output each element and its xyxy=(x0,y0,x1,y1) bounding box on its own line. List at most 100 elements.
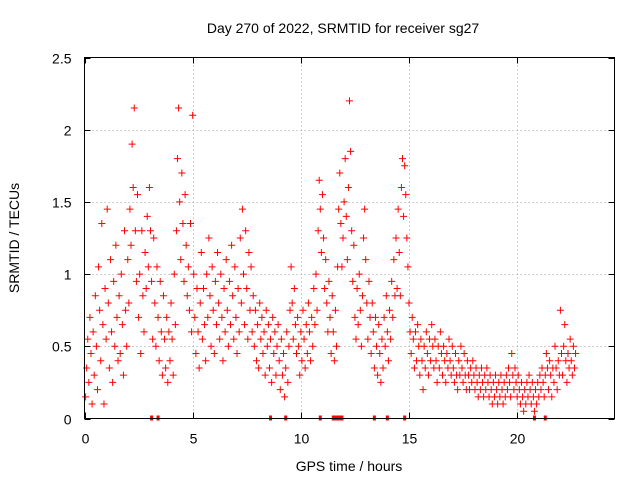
data-point xyxy=(364,335,372,343)
data-point xyxy=(505,364,512,372)
data-point xyxy=(356,306,364,314)
data-point xyxy=(278,371,286,379)
data-point xyxy=(271,328,279,336)
data-point xyxy=(141,248,149,256)
data-point xyxy=(96,306,104,314)
data-point xyxy=(552,364,560,372)
y-tick-label: 1.5 xyxy=(52,195,72,211)
data-point xyxy=(241,321,249,329)
data-point xyxy=(201,321,209,329)
data-point xyxy=(317,248,325,256)
data-point xyxy=(192,350,200,358)
data-point xyxy=(268,378,276,386)
data-point xyxy=(408,313,416,321)
data-point xyxy=(205,234,213,242)
data-point xyxy=(533,400,541,408)
data-point xyxy=(396,292,404,300)
data-point xyxy=(108,328,116,336)
data-point xyxy=(153,263,161,271)
data-point xyxy=(185,306,193,314)
data-point xyxy=(216,335,224,343)
data-point xyxy=(155,357,163,365)
data-point xyxy=(283,328,291,336)
data-point xyxy=(138,227,146,235)
data-point xyxy=(151,299,159,307)
data-point xyxy=(128,140,136,148)
data-point xyxy=(448,342,456,350)
data-point xyxy=(335,205,343,213)
data-point xyxy=(301,364,309,372)
data-point xyxy=(354,321,362,329)
data-point xyxy=(202,357,210,365)
data-point xyxy=(195,364,203,372)
data-point xyxy=(348,227,356,235)
data-point xyxy=(445,335,453,343)
data-point xyxy=(137,350,145,358)
data-point xyxy=(572,350,580,358)
data-point xyxy=(152,342,160,350)
data-point xyxy=(506,378,514,386)
x-axis-label: GPS time / hours xyxy=(296,458,403,474)
data-point xyxy=(499,400,507,408)
data-point xyxy=(432,357,440,365)
data-point xyxy=(252,357,260,365)
data-point xyxy=(211,277,219,285)
data-point xyxy=(312,270,320,278)
data-point xyxy=(180,277,188,285)
data-point xyxy=(349,277,357,285)
data-point xyxy=(255,364,263,372)
data-point xyxy=(428,321,436,329)
data-point xyxy=(150,234,158,242)
chart-title: Day 270 of 2022, SRMTID for receiver sg2… xyxy=(207,20,480,36)
data-point xyxy=(233,350,241,358)
data-point xyxy=(124,256,132,264)
data-point xyxy=(455,357,463,365)
data-point xyxy=(355,270,363,278)
data-point xyxy=(403,234,411,242)
data-point xyxy=(215,299,223,307)
data-point xyxy=(290,285,298,293)
data-point xyxy=(112,241,120,249)
data-point xyxy=(243,285,251,293)
data-point xyxy=(302,321,310,329)
plot-frame xyxy=(84,57,615,419)
y-tick-label: 2 xyxy=(64,123,72,139)
data-point xyxy=(323,299,331,307)
data-point xyxy=(176,198,184,206)
y-axis-label: SRMTID / TECUs xyxy=(6,183,22,293)
data-point xyxy=(350,241,358,249)
y-tick-label: 0 xyxy=(64,412,72,428)
data-point xyxy=(207,342,215,350)
data-point xyxy=(284,378,292,386)
data-point xyxy=(134,191,141,199)
data-point xyxy=(104,299,112,307)
data-point xyxy=(333,342,341,350)
data-point xyxy=(416,371,424,379)
data-point xyxy=(537,386,545,394)
data-point xyxy=(249,292,257,300)
data-point xyxy=(264,321,272,329)
data-point xyxy=(103,205,111,213)
data-point xyxy=(277,335,285,343)
data-point xyxy=(390,256,398,264)
data-point xyxy=(115,292,123,300)
data-point xyxy=(219,357,227,365)
data-point xyxy=(542,350,550,358)
data-point xyxy=(365,277,373,285)
data-point xyxy=(286,306,294,314)
data-point xyxy=(259,350,267,358)
data-point xyxy=(380,313,388,321)
data-point xyxy=(376,350,384,358)
data-point xyxy=(558,350,565,358)
data-point xyxy=(383,328,391,336)
data-point xyxy=(458,364,466,372)
data-point xyxy=(316,205,324,213)
data-point xyxy=(329,328,337,336)
data-point xyxy=(229,292,237,300)
data-point xyxy=(314,227,322,235)
data-point xyxy=(368,299,376,307)
data-point xyxy=(156,277,164,285)
data-point xyxy=(315,176,323,184)
data-point xyxy=(294,313,302,321)
data-point xyxy=(175,104,183,112)
